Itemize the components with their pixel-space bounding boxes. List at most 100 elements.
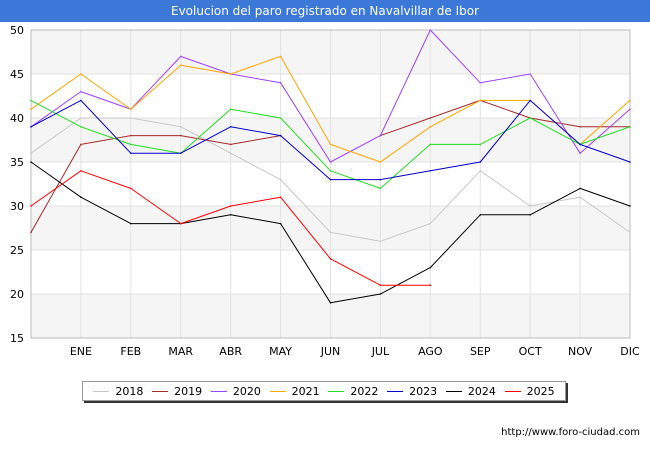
legend-item-2018: 2018 (93, 385, 143, 398)
data-point-2021 (479, 99, 482, 102)
data-point-2020 (329, 161, 332, 163)
data-point-2025 (429, 284, 432, 287)
x-tick-label: AGO (418, 345, 443, 358)
data-point-2022 (529, 117, 531, 119)
x-tick-label: ENE (70, 345, 92, 358)
x-tick-label: FEB (120, 345, 141, 358)
data-point-2018 (579, 196, 581, 198)
chart-legend: 2018 2019 2020 2021 2022 2023 2024 2025 (82, 381, 566, 401)
data-point-2022 (379, 187, 382, 190)
x-tick-label: OCT (519, 345, 542, 358)
data-point-2021 (130, 108, 132, 110)
data-point-2023 (329, 178, 332, 181)
data-point-2025 (130, 187, 132, 190)
data-point-2022 (479, 143, 482, 146)
data-point-2019 (579, 126, 581, 128)
y-tick-label: 25 (10, 244, 24, 257)
data-point-2025 (379, 284, 382, 287)
legend-item-2025: 2025 (504, 385, 555, 398)
data-point-2025 (329, 258, 332, 260)
data-point-2020 (379, 134, 382, 137)
data-point-2021 (329, 143, 332, 146)
legend-swatch (504, 390, 521, 392)
y-tick-label: 45 (10, 68, 24, 81)
data-point-2018 (30, 152, 32, 154)
data-point-2020 (80, 90, 82, 93)
data-point-2024 (130, 222, 132, 225)
legend-item-2024: 2024 (445, 384, 496, 398)
legend-swatch (328, 390, 345, 392)
data-point-2024 (379, 293, 382, 295)
data-point-2023 (80, 99, 82, 102)
data-point-2021 (229, 73, 232, 75)
data-point-2023 (229, 126, 232, 128)
data-point-2023 (579, 143, 581, 146)
y-tick-label: 20 (10, 288, 24, 301)
data-point-2018 (379, 240, 382, 242)
data-point-2023 (30, 126, 32, 128)
legend-item-2022: 2022 (328, 385, 378, 398)
x-tick-label: JUL (371, 345, 390, 358)
data-point-2024 (579, 187, 581, 190)
data-point-2018 (80, 117, 82, 119)
y-tick-label: 40 (10, 112, 24, 125)
data-point-2020 (529, 73, 531, 75)
chart-title: Evolucion del paro registrado en Navalvi… (0, 0, 650, 22)
legend-label: 2021 (291, 384, 320, 398)
legend-swatch (387, 390, 404, 392)
legend-swatch (152, 390, 169, 392)
data-point-2023 (130, 152, 132, 154)
series-line-2019 (30, 135, 281, 233)
data-point-2023 (379, 178, 382, 181)
data-point-2018 (429, 222, 432, 225)
y-tick-label: 35 (10, 156, 24, 169)
x-tick-label: ABR (219, 345, 242, 358)
data-point-2023 (279, 134, 282, 137)
legend-swatch (269, 390, 286, 392)
x-tick-label: DIC (620, 345, 640, 358)
data-point-2022 (329, 170, 332, 172)
y-tick-label: 15 (10, 332, 24, 345)
data-point-2020 (180, 55, 182, 58)
data-point-2023 (629, 161, 631, 163)
data-point-2025 (180, 222, 182, 225)
legend-label: 2020 (232, 384, 261, 398)
data-point-2019 (80, 143, 82, 146)
data-point-2018 (130, 117, 132, 119)
data-point-2022 (429, 143, 432, 146)
data-point-2024 (629, 205, 631, 207)
x-tick-label: SEP (470, 345, 491, 358)
data-point-2020 (479, 82, 482, 84)
y-tick-label: 30 (10, 200, 24, 213)
data-point-2024 (229, 214, 232, 216)
data-point-2018 (529, 205, 531, 207)
legend-label: 2024 (467, 384, 496, 398)
data-point-2022 (80, 126, 82, 128)
data-point-2018 (180, 126, 182, 128)
data-point-2020 (279, 82, 282, 84)
data-point-2022 (229, 108, 232, 110)
data-point-2024 (80, 196, 82, 198)
data-point-2019 (130, 134, 132, 137)
data-point-2023 (180, 152, 182, 154)
data-point-2020 (429, 29, 432, 31)
legend-label: 2019 (174, 384, 203, 398)
legend-label: 2018 (115, 384, 144, 398)
data-point-2020 (629, 108, 631, 110)
data-point-2024 (529, 214, 531, 216)
x-tick-label: MAR (168, 345, 193, 358)
data-point-2022 (30, 99, 32, 102)
data-point-2024 (30, 161, 32, 163)
data-point-2019 (30, 231, 32, 234)
legend-item-2020: 2020 (210, 384, 261, 398)
data-point-2018 (629, 231, 631, 234)
legend-swatch (93, 390, 110, 392)
data-point-2021 (379, 161, 382, 163)
data-point-2021 (180, 64, 182, 66)
legend-label: 2022 (350, 384, 379, 398)
legend-item-2021: 2021 (269, 384, 320, 398)
data-point-2021 (629, 99, 631, 102)
data-point-2018 (329, 231, 332, 234)
data-point-2025 (30, 205, 32, 207)
